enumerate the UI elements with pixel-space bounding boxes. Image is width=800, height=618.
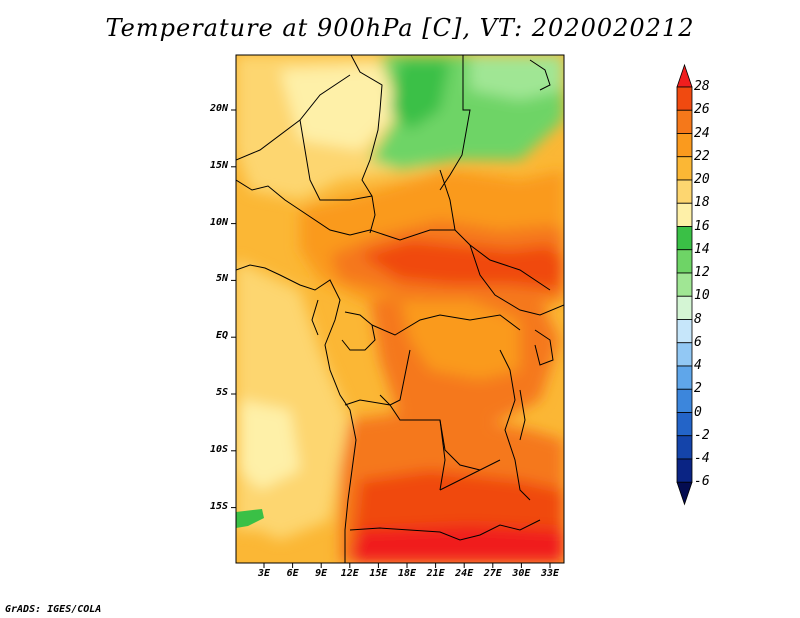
colorbar-label: 24 bbox=[694, 125, 710, 141]
lat-tick-label: 5S bbox=[215, 387, 228, 398]
chart-title: Temperature at 900hPa [C], VT: 202002021… bbox=[105, 14, 695, 42]
lat-tick-label: 15N bbox=[209, 159, 228, 171]
colorbar-bottom-arrow bbox=[676, 481, 693, 506]
lon-tick-label: 6E bbox=[286, 568, 299, 579]
colorbar-label: 8 bbox=[694, 311, 702, 327]
colorbar-label: 22 bbox=[694, 148, 710, 164]
colorbar-label: 0 bbox=[694, 404, 702, 420]
latitude-ticks bbox=[231, 109, 236, 509]
colorbar-segment bbox=[676, 412, 693, 437]
lat-tick-label: EQ bbox=[215, 330, 228, 342]
colorbar-label: 10 bbox=[694, 288, 710, 304]
lon-tick-label: 12E bbox=[340, 568, 359, 579]
lon-tick-label: 3E bbox=[257, 568, 271, 579]
colorbar-label: 16 bbox=[694, 218, 710, 234]
colorbar-segment bbox=[676, 388, 693, 413]
colorbar-label: -6 bbox=[694, 474, 710, 490]
colorbar-label: 18 bbox=[694, 195, 710, 211]
map-frame bbox=[235, 54, 565, 564]
colorbar-label: 12 bbox=[694, 265, 710, 280]
coastlines-borders bbox=[236, 55, 564, 563]
colorbar-label: 2 bbox=[694, 381, 702, 397]
colorbar-label: -2 bbox=[694, 427, 710, 443]
credit-text: GrADS: IGES/COLA bbox=[5, 604, 102, 615]
lon-tick-label: 9E bbox=[315, 568, 328, 579]
colorbar-segment bbox=[676, 249, 693, 274]
colorbar-segment bbox=[676, 133, 693, 158]
colorbar-label: 20 bbox=[694, 172, 710, 187]
colorbar-segment bbox=[676, 179, 693, 204]
lat-tick-label: 20N bbox=[209, 103, 228, 114]
lon-tick-label: 15E bbox=[369, 568, 388, 579]
colorbar-segment bbox=[676, 295, 693, 320]
lon-tick-label: 30E bbox=[512, 568, 531, 579]
colorbar-label: 26 bbox=[694, 102, 710, 118]
colorbar-segment bbox=[676, 342, 693, 367]
lat-tick-label: 10S bbox=[209, 443, 228, 455]
colorbar-segment bbox=[676, 435, 693, 460]
lon-tick-label: 24E bbox=[455, 568, 474, 579]
colorbar-segment bbox=[676, 458, 693, 483]
lon-tick-label: 33E bbox=[540, 568, 560, 579]
colorbar-segment bbox=[676, 319, 693, 344]
colorbar-top-arrow bbox=[676, 63, 693, 88]
colorbar-label: 28 bbox=[694, 79, 710, 94]
lat-tick-label: 15S bbox=[209, 500, 228, 512]
longitude-ticks bbox=[263, 563, 551, 568]
lon-tick-label: 18E bbox=[397, 568, 417, 579]
colorbar-label: 4 bbox=[694, 358, 702, 373]
colorbar-label: -4 bbox=[694, 451, 710, 466]
lon-tick-label: 27E bbox=[483, 568, 502, 579]
colorbar bbox=[676, 63, 693, 506]
colorbar-segment bbox=[676, 109, 693, 134]
lat-tick-label: 5N bbox=[215, 273, 228, 285]
colorbar-segment bbox=[676, 365, 693, 390]
colorbar-label: 6 bbox=[694, 334, 702, 350]
colorbar-label: 14 bbox=[694, 241, 710, 257]
colorbar-segment bbox=[676, 272, 693, 297]
temperature-field bbox=[236, 55, 564, 563]
colorbar-segment bbox=[676, 156, 693, 181]
colorbar-segment bbox=[676, 202, 693, 227]
colorbar-segment bbox=[676, 86, 693, 111]
lat-tick-label: 10N bbox=[209, 216, 228, 228]
colorbar-segment bbox=[676, 226, 693, 251]
lon-tick-label: 21E bbox=[426, 568, 445, 579]
